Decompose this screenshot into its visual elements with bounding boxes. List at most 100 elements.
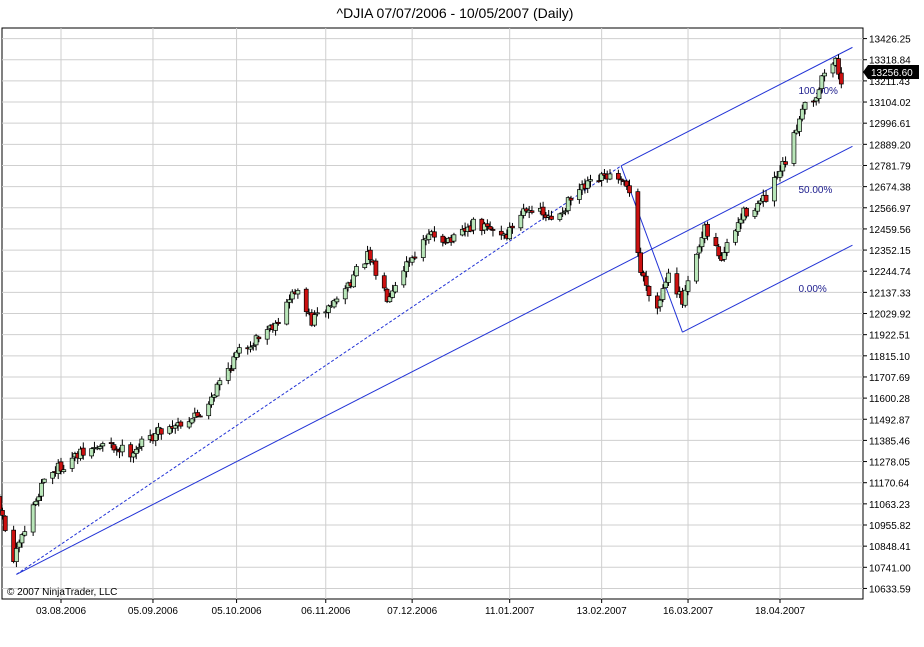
y-tick-label: 13104.02	[869, 98, 911, 109]
candle-up	[30, 504, 36, 533]
candle-up	[699, 237, 705, 248]
copyright-note: © 2007 NinjaTrader, LLC	[7, 587, 117, 598]
candle-up	[565, 197, 571, 212]
candle-up	[451, 234, 457, 242]
candle-up	[69, 457, 75, 469]
candle-down	[716, 246, 722, 257]
candle-down	[80, 447, 86, 456]
y-tick-label: 13426.25	[869, 35, 911, 46]
candle-up	[735, 222, 741, 232]
candle-up	[97, 446, 103, 449]
candle-up	[390, 290, 395, 298]
last-price-tag: 13256.60	[863, 64, 919, 79]
candle-up	[33, 500, 39, 505]
y-tick-label: 12137.33	[869, 288, 911, 299]
candle-up	[780, 160, 786, 172]
x-axis: 03.08.2006 05.09.2006 05.10.2006 06.11.2006…	[36, 599, 805, 617]
candle-up	[724, 242, 730, 253]
candle-down	[0, 510, 5, 516]
y-tick-label: 12029.92	[869, 310, 911, 321]
candle-down	[195, 412, 200, 417]
candle-down	[646, 285, 652, 297]
candle-up	[401, 270, 407, 286]
y-tick-label: 11707.69	[869, 373, 910, 384]
x-tick-label: 03.08.2006	[36, 606, 86, 617]
candle-up	[289, 291, 295, 300]
candle-up	[225, 368, 231, 381]
candle-up	[61, 469, 67, 472]
candle-up	[172, 425, 178, 429]
candle-up	[41, 478, 47, 483]
pitchfork-median-line	[16, 145, 853, 575]
candle-down	[498, 230, 504, 236]
y-tick-label: 11815.10	[869, 352, 910, 363]
candle-up	[331, 300, 337, 308]
candle-up	[354, 266, 359, 277]
candle-up	[507, 226, 513, 240]
pitchfork-lower-rail	[682, 244, 853, 333]
y-tick-label: 12889.20	[869, 140, 911, 151]
candle-up	[231, 356, 237, 370]
x-tick-label: 05.10.2006	[212, 606, 262, 617]
candle-down	[763, 194, 769, 202]
candle-up	[214, 383, 220, 397]
y-tick-label: 10848.41	[869, 542, 911, 553]
candle-up	[14, 548, 19, 562]
candle-up	[694, 253, 699, 282]
candle-up	[119, 444, 125, 453]
candle-down	[618, 178, 624, 181]
candle-down	[373, 260, 379, 276]
candle-up	[351, 274, 356, 288]
candle-up	[167, 426, 173, 434]
candle-down	[549, 215, 554, 220]
candle-up	[420, 239, 426, 258]
pitchfork-upper-rail	[620, 46, 853, 167]
y-tick-label: 12566.97	[869, 204, 911, 215]
candle-up	[139, 438, 145, 447]
candle-up	[822, 72, 827, 77]
candle-up	[797, 118, 802, 132]
candle-down	[529, 210, 535, 213]
candle-up	[755, 203, 761, 212]
last-price-tag-bg	[863, 64, 919, 79]
candle-down	[432, 231, 437, 238]
candle-up	[607, 173, 613, 180]
candle-up	[471, 218, 476, 231]
candle-up	[248, 346, 253, 350]
candle-down	[674, 273, 680, 295]
candle-down	[443, 241, 448, 244]
candle-up	[50, 472, 55, 479]
candle-up	[250, 345, 256, 348]
candle-up	[217, 380, 223, 386]
candle-up	[39, 482, 44, 497]
candle-up	[599, 173, 604, 181]
candlestick-series	[0, 54, 844, 568]
y-tick-label: 11922.51	[869, 331, 910, 342]
candle-down	[384, 288, 390, 302]
candle-up	[136, 447, 142, 450]
candle-up	[284, 301, 290, 325]
y-tick-label: 11600.28	[869, 394, 910, 405]
candle-up	[738, 218, 744, 224]
y-tick-label: 13318.84	[869, 56, 911, 67]
y-tick-label: 12674.38	[869, 183, 911, 194]
candle-down	[510, 225, 515, 229]
candle-down	[178, 421, 184, 427]
candle-up	[482, 223, 487, 231]
candle-up	[387, 296, 393, 303]
candle-down	[705, 223, 710, 237]
candle-up	[813, 97, 819, 102]
candle-down	[596, 180, 602, 182]
y-tick-label: 10955.82	[869, 521, 911, 532]
candle-down	[487, 226, 493, 230]
candle-down	[485, 223, 490, 227]
candle-down	[783, 161, 788, 165]
candle-down	[11, 529, 16, 562]
y-tick-label: 10633.59	[869, 584, 911, 595]
candle-down	[2, 515, 8, 531]
candle-up	[209, 396, 214, 406]
candle-up	[557, 213, 563, 220]
candle-down	[490, 229, 496, 231]
candle-down	[256, 336, 262, 340]
